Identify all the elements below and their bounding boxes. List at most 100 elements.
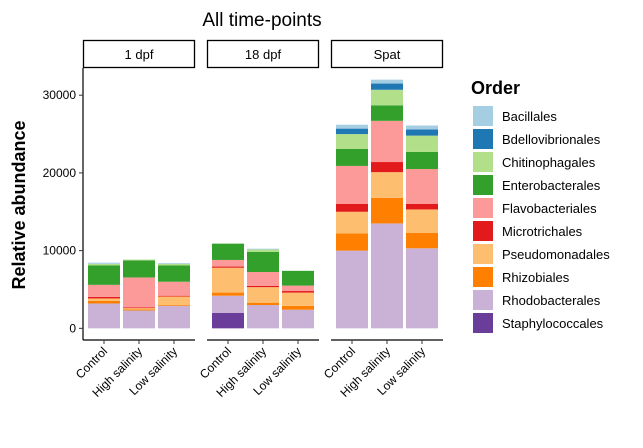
legend: Bacillales Bdellovibrionales Chitinophagal…	[473, 106, 610, 333]
bar-segment	[88, 303, 120, 329]
bar-segment	[123, 259, 155, 261]
bar-stack	[406, 125, 438, 329]
y-tick-label: 10000	[43, 244, 77, 258]
bar-segment	[336, 250, 368, 329]
legend-label: Bdellovibrionales	[502, 132, 601, 147]
bar-stack	[123, 259, 155, 329]
bar-segment	[88, 298, 120, 301]
facet-strip-label: Spat	[374, 47, 401, 62]
bar-segment	[336, 165, 368, 204]
bar-segment	[88, 300, 120, 304]
bar-stack	[282, 270, 314, 329]
bar-segment	[247, 285, 279, 288]
bar-segment	[406, 129, 438, 136]
bar-segment	[336, 124, 368, 129]
legend-label: Pseudomonadales	[502, 247, 610, 262]
legend-swatch	[473, 106, 493, 126]
bar-segment	[371, 79, 403, 84]
bar-segment	[212, 266, 244, 268]
bar-segment	[406, 125, 438, 130]
legend-item: Staphylococcales	[473, 313, 604, 333]
bar-segment	[282, 270, 314, 286]
facet-strip	[330, 39, 444, 69]
bar-segment	[212, 292, 244, 296]
bar-segment	[123, 308, 155, 310]
bar-segment	[247, 287, 279, 303]
bar-segment	[371, 162, 403, 173]
legend-item: Flavobacteriales	[473, 198, 597, 218]
bar-segment	[88, 284, 120, 297]
bar-segment	[282, 291, 314, 293]
bar-segment	[371, 89, 403, 106]
bar-segment	[158, 281, 190, 296]
bar-segment	[158, 263, 190, 264]
bar-segment	[247, 249, 279, 252]
bar-segment	[123, 277, 155, 308]
chart-title: All time-points	[202, 10, 321, 31]
bar-stack	[371, 79, 403, 329]
bar-segment	[247, 305, 279, 329]
legend-label: Chitinophagales	[502, 155, 596, 170]
bar-segment	[371, 197, 403, 224]
legend-swatch	[473, 152, 493, 172]
legend-swatch	[473, 129, 493, 149]
legend-swatch	[473, 244, 493, 264]
bar-segment	[406, 209, 438, 233]
legend-swatch	[473, 267, 493, 287]
bar-segment	[123, 309, 155, 311]
bar-segment	[158, 305, 190, 306]
bar-segment	[336, 211, 368, 234]
bar-segment	[158, 295, 190, 297]
bar-stack	[158, 263, 190, 329]
legend-title: Order	[471, 78, 520, 98]
bar-segment	[282, 305, 314, 310]
legend-item: Microtrichales	[473, 221, 583, 241]
legend-label: Enterobacterales	[502, 178, 601, 193]
bar-segment	[371, 172, 403, 198]
bar-segment	[406, 151, 438, 170]
bar-segment	[88, 296, 120, 299]
bar-segment	[282, 285, 314, 292]
bar-segment	[406, 248, 438, 329]
bar-segment	[123, 260, 155, 278]
legend-label: Staphylococcales	[502, 316, 604, 331]
bar-segment	[158, 296, 190, 306]
bar-segment	[406, 169, 438, 204]
bar-segment	[336, 233, 368, 251]
legend-item: Enterobacterales	[473, 175, 601, 195]
facet-strip-label: 18 dpf	[245, 47, 282, 62]
bar-segment	[158, 305, 190, 329]
y-tick-label: 0	[69, 321, 76, 335]
bar-segment	[158, 263, 190, 266]
bar-segment	[247, 302, 279, 306]
y-tick-label: 20000	[43, 166, 77, 180]
bar-segment	[212, 259, 244, 267]
bar-stack	[212, 243, 244, 329]
legend-item: Pseudomonadales	[473, 244, 610, 264]
bar-segment	[247, 251, 279, 272]
bar-segment	[158, 265, 190, 282]
legend-swatch	[473, 313, 493, 333]
bar-segment	[212, 267, 244, 293]
y-axis-title: Relative abundance	[9, 120, 29, 289]
legend-swatch	[473, 175, 493, 195]
bar-segment	[212, 312, 244, 329]
bar-stack	[336, 124, 368, 329]
legend-item: Rhizobiales	[473, 267, 570, 287]
bar-segment	[336, 148, 368, 166]
legend-item: Rhodobacterales	[473, 290, 601, 310]
legend-item: Chitinophagales	[473, 152, 596, 172]
bar-segment	[406, 232, 438, 249]
bar-segment	[371, 223, 403, 329]
bar-segment	[406, 135, 438, 152]
bar-segment	[88, 265, 120, 285]
bar-segment	[88, 263, 120, 266]
bar-segment	[88, 262, 120, 264]
bar-segment	[371, 83, 403, 90]
bar-stack	[247, 248, 279, 329]
legend-item: Bdellovibrionales	[473, 129, 601, 149]
